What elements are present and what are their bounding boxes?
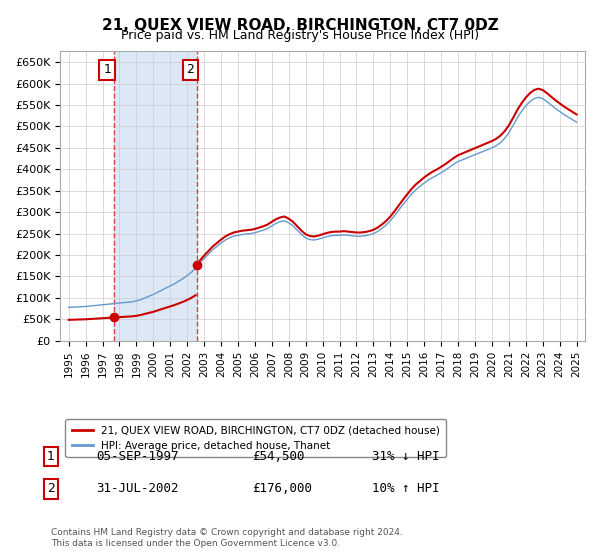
Text: 21, QUEX VIEW ROAD, BIRCHINGTON, CT7 0DZ: 21, QUEX VIEW ROAD, BIRCHINGTON, CT7 0DZ	[101, 18, 499, 33]
Text: £54,500: £54,500	[252, 450, 305, 463]
Text: Contains HM Land Registry data © Crown copyright and database right 2024.
This d: Contains HM Land Registry data © Crown c…	[51, 528, 403, 548]
Bar	[114, 52, 197, 341]
Text: 1: 1	[103, 63, 111, 76]
Text: 1: 1	[47, 450, 55, 463]
Text: Price paid vs. HM Land Registry's House Price Index (HPI): Price paid vs. HM Land Registry's House …	[121, 29, 479, 42]
Text: 10% ↑ HPI: 10% ↑ HPI	[372, 482, 439, 496]
Text: 2: 2	[47, 482, 55, 496]
Text: 31-JUL-2002: 31-JUL-2002	[96, 482, 179, 496]
Text: 31% ↓ HPI: 31% ↓ HPI	[372, 450, 439, 463]
Text: 2: 2	[186, 63, 194, 76]
Legend: 21, QUEX VIEW ROAD, BIRCHINGTON, CT7 0DZ (detached house), HPI: Average price, d: 21, QUEX VIEW ROAD, BIRCHINGTON, CT7 0DZ…	[65, 419, 446, 457]
Text: £176,000: £176,000	[252, 482, 312, 496]
Text: 05-SEP-1997: 05-SEP-1997	[96, 450, 179, 463]
